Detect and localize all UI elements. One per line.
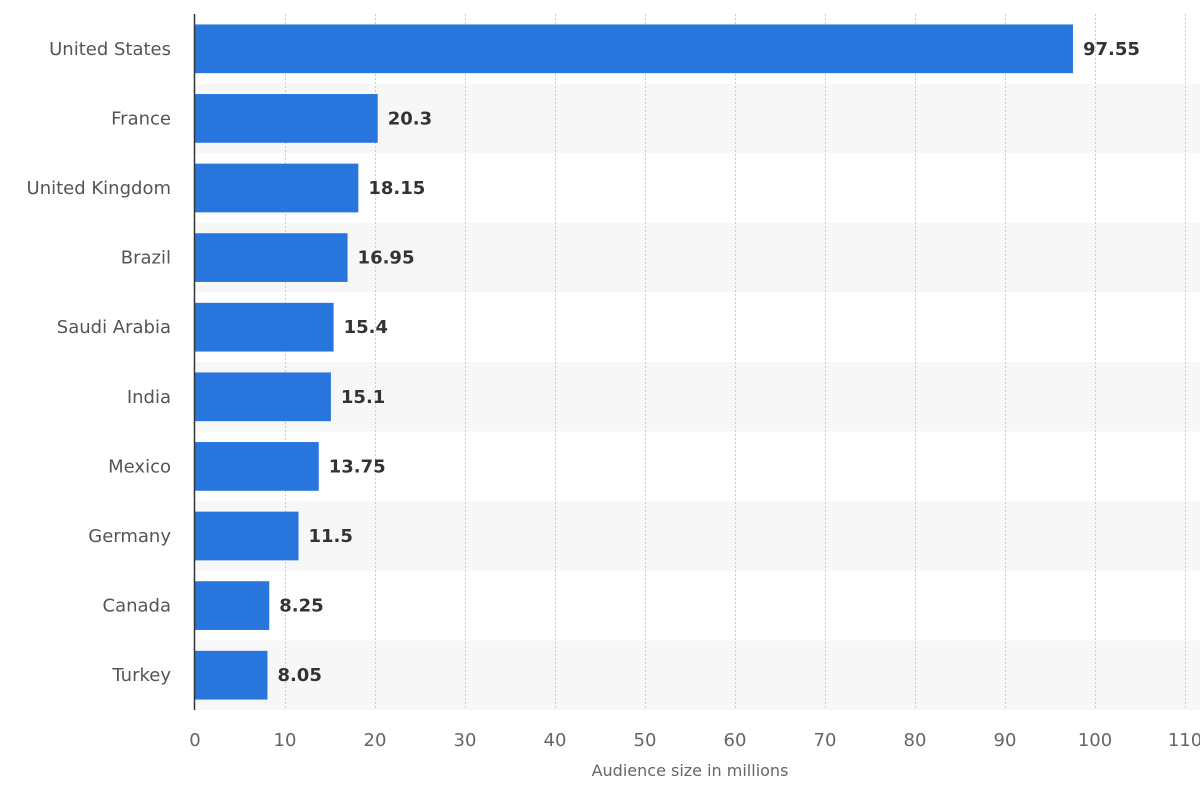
grid-lines <box>285 14 1186 710</box>
value-label: 16.95 <box>358 248 415 269</box>
value-labels: 97.55 20.3 18.15 16.95 15.4 15.1 13.75 11.5 8.25… <box>277 39 1139 686</box>
x-tick-label: 110 <box>1168 730 1200 751</box>
category-label: United States <box>49 39 171 60</box>
category-label: Brazil <box>121 248 171 269</box>
value-label: 18.15 <box>368 178 425 199</box>
x-tick-labels: 0 10 20 30 40 50 60 70 80 90 100 110 <box>189 730 1200 751</box>
x-axis-title: Audience size in millions <box>592 761 789 780</box>
value-label: 15.4 <box>344 317 388 338</box>
bar <box>195 94 378 143</box>
bar <box>195 511 299 561</box>
row-bands <box>195 83 1200 710</box>
bar <box>195 24 1073 74</box>
category-label: Mexico <box>108 456 171 477</box>
x-tick-label: 40 <box>544 730 567 751</box>
bar <box>195 372 331 422</box>
x-tick-label: 80 <box>904 730 927 751</box>
x-tick-label: 20 <box>364 730 387 751</box>
x-tick-label: 50 <box>634 730 657 751</box>
x-tick-label: 10 <box>274 730 297 751</box>
bar <box>195 302 334 352</box>
category-label: Turkey <box>111 665 171 686</box>
x-tick-label: 70 <box>814 730 837 751</box>
bar <box>195 442 319 491</box>
category-label: Saudi Arabia <box>57 317 171 338</box>
category-label: France <box>111 108 171 129</box>
value-label: 8.05 <box>277 665 321 686</box>
bars <box>195 24 1073 700</box>
value-label: 11.5 <box>309 526 353 547</box>
value-label: 15.1 <box>341 387 385 408</box>
value-label: 13.75 <box>329 456 386 477</box>
row-band <box>195 640 1200 710</box>
category-labels: United States France United Kingdom Brazil S… <box>27 39 172 686</box>
value-label: 20.3 <box>388 108 432 129</box>
x-tick-label: 100 <box>1078 730 1112 751</box>
category-label: India <box>127 387 171 408</box>
row-band <box>195 501 1200 571</box>
bar <box>195 163 359 213</box>
bar <box>195 650 268 700</box>
x-tick-label: 30 <box>454 730 477 751</box>
x-tick-label: 90 <box>994 730 1017 751</box>
bar <box>195 233 348 282</box>
category-label: Canada <box>103 596 172 617</box>
x-tick-label: 60 <box>724 730 747 751</box>
row-band <box>195 222 1200 293</box>
category-label: Germany <box>88 526 171 547</box>
value-label: 97.55 <box>1083 39 1140 60</box>
category-label: United Kingdom <box>27 178 171 199</box>
bar <box>195 581 270 630</box>
x-tick-label: 0 <box>189 730 200 751</box>
row-band <box>195 362 1200 432</box>
value-label: 8.25 <box>279 596 323 617</box>
